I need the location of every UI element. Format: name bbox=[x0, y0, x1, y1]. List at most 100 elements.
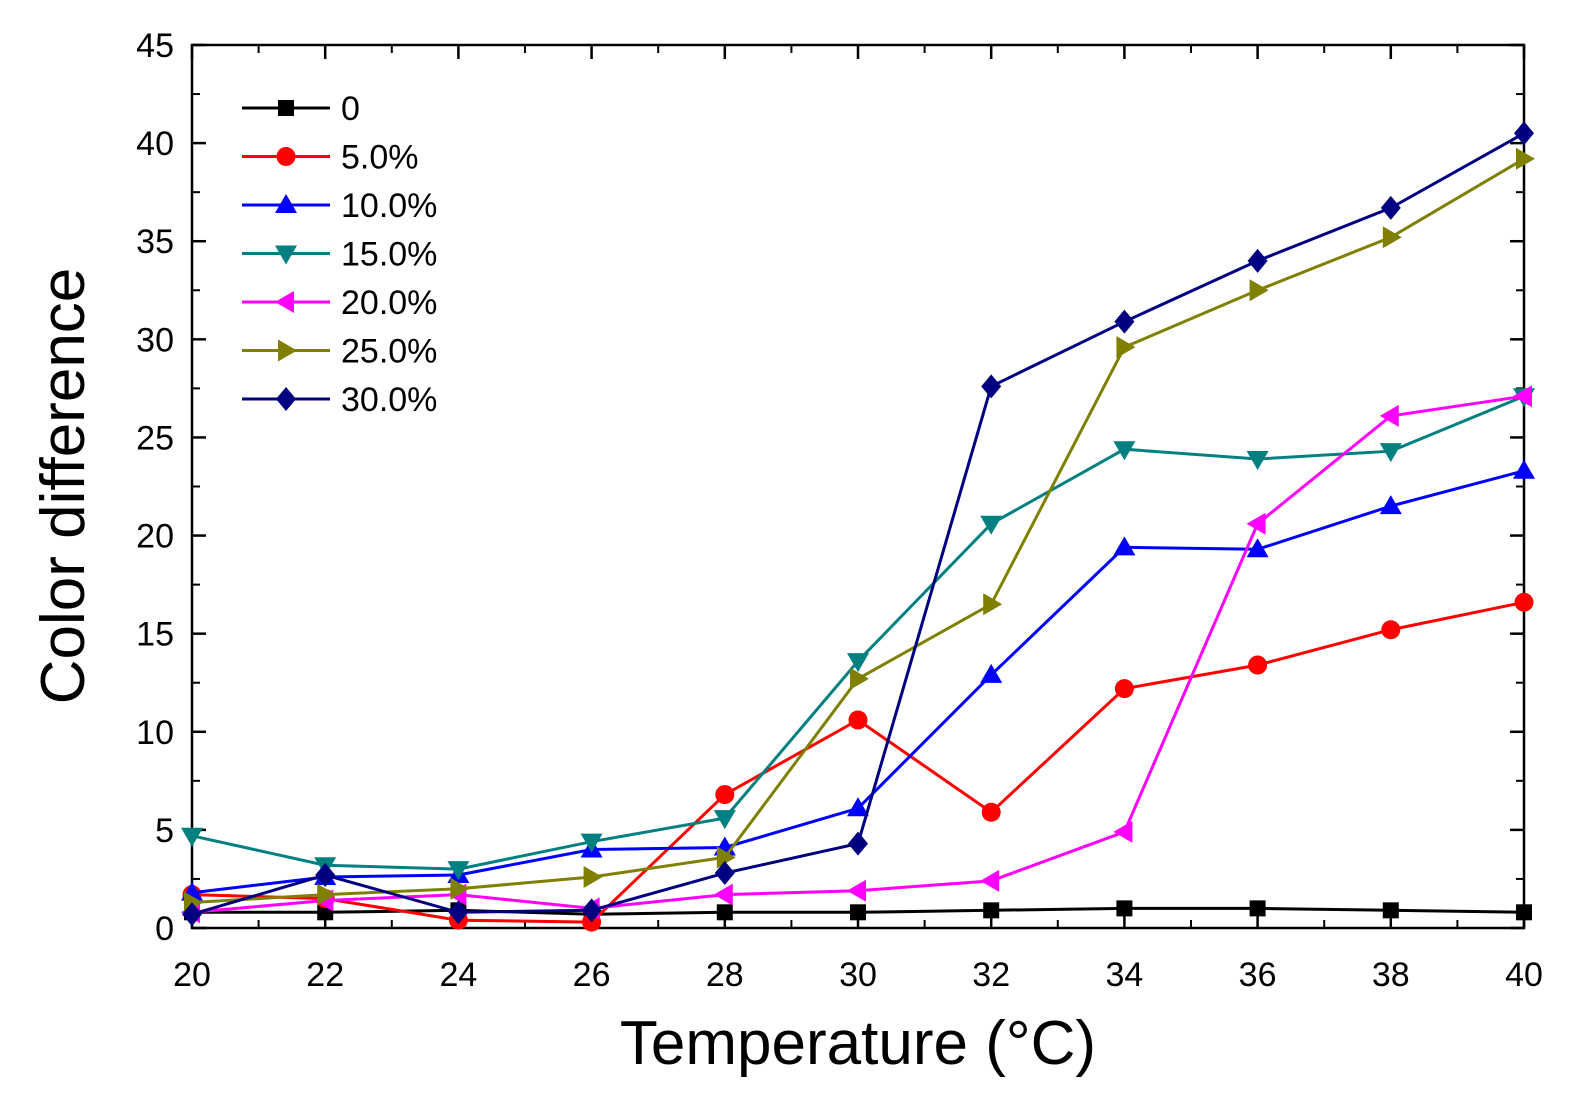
data-point bbox=[715, 785, 735, 805]
legend-entry: 0 bbox=[242, 90, 360, 128]
data-point bbox=[1379, 443, 1402, 463]
data-point bbox=[1116, 900, 1133, 917]
data-point bbox=[1114, 309, 1135, 334]
data-point bbox=[182, 902, 202, 927]
data-point bbox=[1246, 451, 1269, 471]
series-7 bbox=[182, 121, 1534, 927]
data-point bbox=[848, 710, 868, 730]
data-point bbox=[1114, 679, 1134, 699]
data-point bbox=[716, 846, 736, 869]
x-tick-label: 36 bbox=[1239, 956, 1277, 994]
series-6 bbox=[184, 147, 1535, 914]
legend-entry: 25.0% bbox=[242, 333, 437, 371]
data-point bbox=[1246, 538, 1269, 558]
data-point bbox=[1380, 195, 1401, 220]
y-tick-label: 45 bbox=[136, 27, 174, 65]
x-tick-label: 38 bbox=[1372, 956, 1410, 994]
data-point bbox=[713, 883, 733, 906]
x-axis-title: Temperature (°C) bbox=[620, 1009, 1096, 1078]
data-point bbox=[448, 900, 469, 925]
data-point bbox=[1516, 904, 1532, 921]
legend-entry: 10.0% bbox=[242, 187, 437, 225]
legend-label: 5.0% bbox=[341, 139, 419, 177]
data-point bbox=[580, 833, 603, 853]
legend-swatch-marker bbox=[275, 291, 294, 313]
data-point bbox=[1246, 512, 1266, 535]
legend-label: 15.0% bbox=[341, 236, 437, 274]
legend-entry: 30.0% bbox=[242, 381, 437, 419]
data-point bbox=[1513, 459, 1535, 479]
data-point bbox=[1379, 404, 1399, 427]
data-point bbox=[315, 863, 336, 888]
legend-swatch-marker bbox=[278, 100, 294, 116]
data-point bbox=[714, 861, 735, 886]
data-point bbox=[1516, 147, 1535, 170]
data-point bbox=[1249, 279, 1269, 302]
legend-entry: 5.0% bbox=[242, 139, 419, 177]
data-point bbox=[1382, 226, 1402, 249]
series-line bbox=[191, 600, 1525, 924]
data-point bbox=[983, 593, 1003, 616]
data-point bbox=[1381, 620, 1401, 640]
x-tick-label: 30 bbox=[839, 956, 877, 994]
legend-swatch-marker bbox=[276, 387, 296, 411]
y-tick-label: 30 bbox=[136, 321, 174, 359]
y-tick-label: 15 bbox=[136, 616, 174, 654]
data-point bbox=[450, 877, 470, 900]
y-tick-label: 0 bbox=[155, 910, 174, 948]
y-tick-label: 35 bbox=[136, 223, 174, 261]
data-point bbox=[1248, 655, 1268, 675]
data-point bbox=[1514, 121, 1534, 146]
data-point bbox=[1379, 495, 1402, 515]
x-tick-label: 24 bbox=[439, 956, 477, 994]
legend: 0 5.0% 10.0% 15.0% 20.0% 25.0% 30.0% bbox=[242, 90, 437, 419]
legend-label: 25.0% bbox=[341, 333, 437, 371]
data-point bbox=[1249, 900, 1266, 917]
y-tick-label: 20 bbox=[136, 518, 174, 556]
axes: 20 22 24 26 28 30 32 34 36 38 40 0 5 10 15 20 25 30 35 40 45 bbox=[136, 27, 1543, 994]
data-point bbox=[1513, 385, 1532, 408]
x-tick-label: 32 bbox=[972, 956, 1010, 994]
data-point bbox=[581, 898, 602, 923]
data-point bbox=[447, 861, 470, 881]
data-point bbox=[317, 883, 337, 906]
y-tick-label: 10 bbox=[136, 714, 174, 752]
series-1 bbox=[184, 900, 1532, 923]
x-tick-label: 26 bbox=[573, 956, 611, 994]
data-point bbox=[716, 904, 733, 921]
data-point bbox=[713, 810, 736, 830]
data-point bbox=[847, 653, 869, 673]
y-tick-label: 5 bbox=[155, 812, 174, 850]
y-axis-title: Color difference bbox=[29, 268, 98, 705]
legend-label: 30.0% bbox=[341, 381, 437, 419]
data-point bbox=[1514, 592, 1534, 612]
x-tick-label: 28 bbox=[706, 956, 744, 994]
series-layer bbox=[181, 121, 1535, 932]
data-point bbox=[1247, 248, 1268, 273]
legend-swatch-marker bbox=[275, 245, 297, 265]
series-4 bbox=[181, 388, 1535, 881]
legend-label: 10.0% bbox=[341, 187, 437, 225]
data-point bbox=[583, 865, 603, 888]
data-point bbox=[847, 879, 866, 902]
data-point bbox=[850, 904, 866, 921]
legend-entry: 15.0% bbox=[242, 236, 437, 274]
x-tick-label: 22 bbox=[306, 956, 344, 994]
data-point bbox=[1382, 902, 1399, 919]
x-tick-label: 34 bbox=[1105, 956, 1143, 994]
data-point bbox=[980, 869, 1000, 892]
series-2 bbox=[182, 592, 1534, 932]
data-point bbox=[850, 667, 869, 690]
data-point bbox=[1113, 820, 1133, 843]
legend-label: 0 bbox=[341, 90, 360, 128]
legend-entry: 20.0% bbox=[242, 284, 437, 322]
x-tick-label: 20 bbox=[173, 956, 211, 994]
y-tick-label: 25 bbox=[136, 419, 174, 457]
plot-frame bbox=[190, 43, 1526, 930]
y-tick-label: 40 bbox=[136, 125, 174, 163]
data-point bbox=[981, 802, 1001, 822]
legend-swatch-marker bbox=[276, 147, 296, 166]
x-tick-label: 40 bbox=[1505, 956, 1543, 994]
data-point bbox=[1113, 441, 1136, 461]
